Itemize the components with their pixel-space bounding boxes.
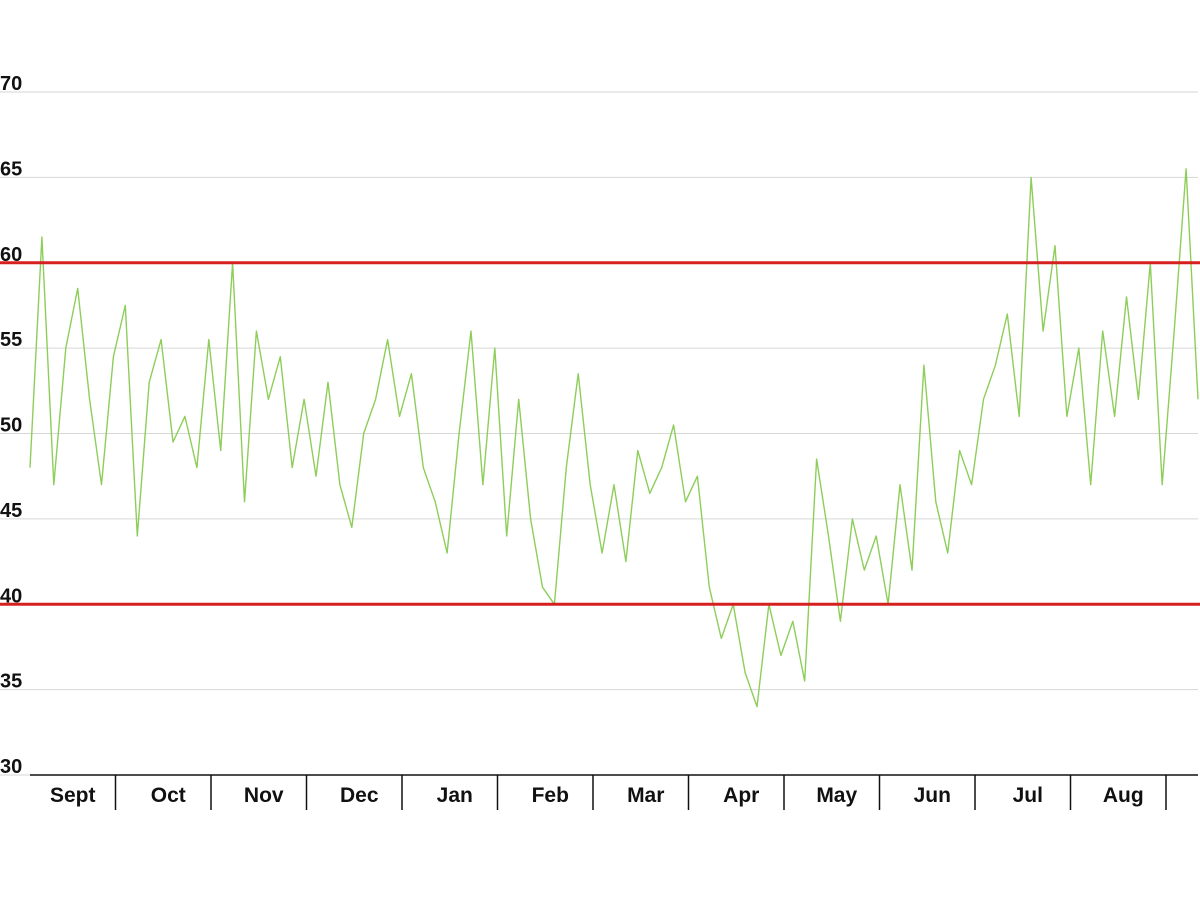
series-line [29,168,1199,708]
x-tick-label: Dec [340,784,379,807]
x-tick-label: May [816,784,857,807]
x-tick-label: Mar [627,784,664,807]
series [29,168,1199,708]
x-tick-label: Jun [914,784,951,807]
y-tick-label: 65 [0,158,22,180]
x-tick-label: Oct [151,784,186,807]
reference-lines [0,261,1200,606]
x-tick-label: Sept [50,784,96,807]
y-tick-label: 40 [0,585,22,607]
y-tick-label: 60 [0,244,22,266]
x-tick-label: Feb [532,784,569,807]
x-axis: Sept Oct Nov Dec Jan Feb Mar Apr May Jun Jul Aug [30,774,1198,810]
y-tick-label: 50 [0,415,22,437]
x-tick-label: Jan [437,784,473,807]
y-tick-label: 55 [0,329,22,351]
y-axis: 70 65 60 55 50 45 40 35 30 [0,73,22,778]
x-tick-label: Nov [244,784,284,807]
y-tick-label: 45 [0,500,22,522]
y-tick-label: 35 [0,671,22,693]
gridlines [0,91,1198,776]
x-tick-label: Aug [1103,784,1144,807]
y-tick-label: 30 [0,756,22,778]
x-tick-label: Apr [723,784,759,807]
x-tick-label: Jul [1013,784,1043,807]
y-tick-label: 70 [0,73,22,95]
